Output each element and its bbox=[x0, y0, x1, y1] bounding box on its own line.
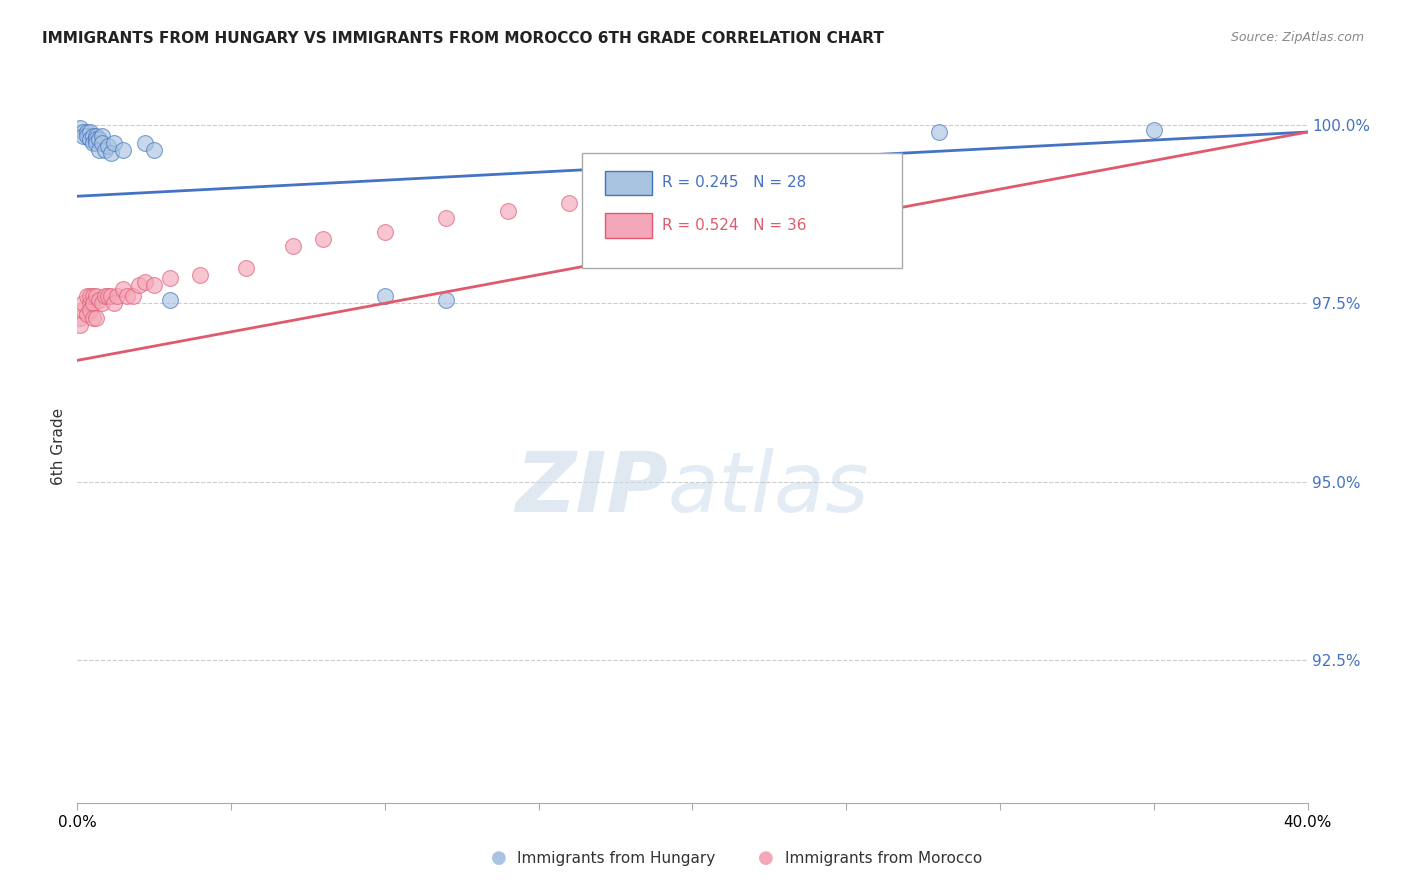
Point bbox=[82, 310, 104, 325]
Y-axis label: 6th Grade: 6th Grade bbox=[51, 408, 66, 484]
Point bbox=[69, 121, 91, 136]
Point bbox=[159, 293, 181, 307]
Point bbox=[558, 196, 581, 211]
Point bbox=[76, 128, 98, 143]
FancyBboxPatch shape bbox=[605, 213, 652, 237]
Point bbox=[374, 225, 396, 239]
Point bbox=[72, 303, 94, 318]
Point bbox=[103, 296, 125, 310]
Point bbox=[105, 289, 128, 303]
Point bbox=[121, 289, 143, 303]
Text: R = 0.245   N = 28: R = 0.245 N = 28 bbox=[662, 175, 806, 190]
FancyBboxPatch shape bbox=[582, 153, 901, 268]
Point bbox=[94, 289, 117, 303]
Point bbox=[79, 303, 101, 318]
Point bbox=[84, 132, 107, 146]
Point bbox=[87, 143, 110, 157]
Point bbox=[84, 289, 107, 303]
Text: ZIP: ZIP bbox=[515, 449, 668, 529]
Point bbox=[72, 125, 94, 139]
Point bbox=[82, 136, 104, 150]
Point bbox=[87, 293, 110, 307]
Point bbox=[72, 296, 94, 310]
Point bbox=[134, 136, 156, 150]
Point bbox=[928, 125, 950, 139]
Point bbox=[76, 307, 98, 321]
Point bbox=[69, 318, 91, 332]
Point bbox=[69, 310, 91, 325]
Point bbox=[97, 289, 120, 303]
Text: atlas: atlas bbox=[668, 449, 869, 529]
Point bbox=[1143, 123, 1166, 137]
Point bbox=[100, 146, 122, 161]
Text: R = 0.524   N = 36: R = 0.524 N = 36 bbox=[662, 218, 806, 233]
Point bbox=[90, 296, 114, 310]
Point bbox=[115, 289, 138, 303]
Point bbox=[87, 132, 110, 146]
Text: ●: ● bbox=[758, 849, 775, 867]
Text: IMMIGRANTS FROM HUNGARY VS IMMIGRANTS FROM MOROCCO 6TH GRADE CORRELATION CHART: IMMIGRANTS FROM HUNGARY VS IMMIGRANTS FR… bbox=[42, 31, 884, 46]
Point bbox=[281, 239, 304, 253]
Point bbox=[436, 211, 458, 225]
Point bbox=[112, 282, 135, 296]
Point bbox=[97, 139, 120, 153]
Point bbox=[79, 296, 101, 310]
Text: Immigrants from Hungary: Immigrants from Hungary bbox=[517, 851, 716, 865]
FancyBboxPatch shape bbox=[605, 170, 652, 194]
Point bbox=[374, 289, 396, 303]
Text: Source: ZipAtlas.com: Source: ZipAtlas.com bbox=[1230, 31, 1364, 45]
Point bbox=[112, 143, 135, 157]
Point bbox=[84, 310, 107, 325]
Point bbox=[143, 278, 166, 293]
Point bbox=[79, 125, 101, 139]
Point bbox=[84, 136, 107, 150]
Point bbox=[82, 128, 104, 143]
Point bbox=[82, 289, 104, 303]
Point bbox=[188, 268, 212, 282]
Point bbox=[159, 271, 181, 285]
Point bbox=[76, 289, 98, 303]
Point bbox=[82, 296, 104, 310]
Point bbox=[84, 128, 107, 143]
Point bbox=[134, 275, 156, 289]
Point bbox=[312, 232, 335, 246]
Text: Immigrants from Morocco: Immigrants from Morocco bbox=[785, 851, 981, 865]
Point bbox=[79, 132, 101, 146]
Text: ●: ● bbox=[491, 849, 508, 867]
Point bbox=[79, 289, 101, 303]
Point bbox=[90, 128, 114, 143]
Point bbox=[143, 143, 166, 157]
Point bbox=[76, 125, 98, 139]
Point bbox=[90, 136, 114, 150]
Point bbox=[94, 143, 117, 157]
Point bbox=[235, 260, 257, 275]
Point bbox=[436, 293, 458, 307]
Point bbox=[103, 136, 125, 150]
Point bbox=[128, 278, 150, 293]
Point bbox=[496, 203, 519, 218]
Point bbox=[72, 128, 94, 143]
Point bbox=[100, 289, 122, 303]
